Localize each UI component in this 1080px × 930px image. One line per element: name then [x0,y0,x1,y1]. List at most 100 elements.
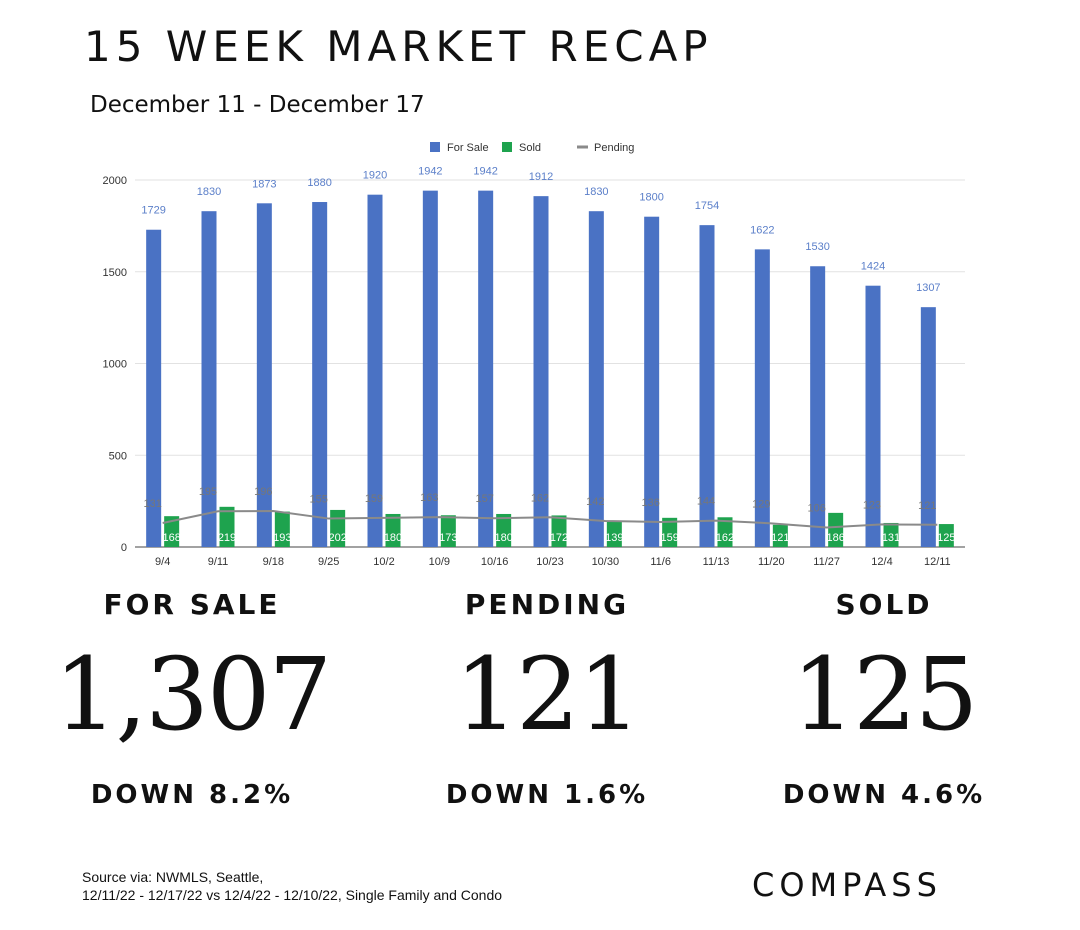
stat-change-sold: DOWN 4.6% [782,780,986,810]
data-label-for-sale: 1920 [363,170,387,182]
data-label-for-sale: 1307 [916,282,940,294]
bar-for-sale [533,196,549,547]
data-label-for-sale: 1880 [307,177,331,189]
data-label-sold: 180 [494,532,512,544]
bar-for-sale [367,194,383,547]
data-label-pending: 195 [199,486,217,498]
x-tick-label: 10/23 [536,556,564,568]
x-tick-label: 10/9 [429,556,450,568]
data-label-for-sale: 1800 [639,192,663,204]
bar-for-sale [256,203,272,547]
data-label-sold: 159 [660,532,678,544]
bar-for-sale [754,249,770,547]
bar-sold [551,515,567,547]
data-label-pending: 163 [420,492,438,504]
stat-label-for-sale: FOR SALE [103,588,281,621]
bar-sold [274,511,290,547]
compass-logo: COMPASS [752,866,942,904]
data-label-sold: 193 [273,532,291,544]
bar-sold [496,513,512,547]
x-tick-label: 11/27 [813,556,840,568]
bar-sold [606,521,622,547]
data-label-pending: 121 [918,500,936,512]
y-tick-label: 2000 [103,175,127,187]
legend-label-for-sale: For Sale [447,142,489,154]
stat-value-sold: 125 [791,636,979,753]
stat-value-for-sale: 1,307 [53,636,332,753]
data-label-for-sale: 1873 [252,178,276,190]
bar-for-sale [810,266,826,547]
y-tick-label: 0 [121,542,127,554]
x-tick-label: 11/13 [703,556,730,568]
stat-value-pending: 121 [454,636,642,753]
x-tick-label: 9/25 [318,556,339,568]
data-label-for-sale: 1530 [805,241,829,253]
x-tick-label: 10/16 [481,556,509,568]
x-tick-label: 12/4 [871,556,892,568]
bar-sold [662,517,678,547]
data-label-pending: 131 [143,498,161,510]
bar-sold [440,515,456,547]
data-label-for-sale: 1942 [473,166,497,178]
data-label-sold: 180 [384,532,402,544]
page-title: 15 WEEK MARKET RECAP [84,22,713,71]
x-tick-label: 9/18 [263,556,284,568]
data-label-sold: 125 [937,532,955,544]
bar-for-sale [588,211,604,547]
data-label-sold: 139 [605,532,623,544]
y-tick-label: 500 [109,450,127,462]
bar-for-sale [920,307,936,547]
legend-label-sold: Sold [519,142,541,154]
data-label-pending: 155 [309,494,327,506]
stat-label-sold: SOLD [835,588,933,621]
data-label-sold: 162 [716,532,734,544]
data-label-for-sale: 1622 [750,224,774,236]
market-chart: 0 500 1000 1500 2000 1729 168 9/4 1830 219 9/11 187… [103,142,965,568]
bar-sold [772,524,788,547]
data-label-sold: 219 [218,532,236,544]
data-label-for-sale: 1912 [529,171,553,183]
bar-for-sale [312,202,328,547]
data-label-pending: 142 [586,496,604,508]
data-label-sold: 186 [826,532,844,544]
bar-for-sale [201,211,217,547]
x-tick-label: 9/11 [208,556,229,568]
y-tick-label: 1000 [103,359,127,371]
line-pending [162,510,938,529]
x-tick-label: 9/4 [155,556,170,568]
data-label-pending: 136 [641,497,659,509]
stat-label-pending: PENDING [464,588,630,621]
x-tick-label: 11/6 [650,556,671,568]
bar-for-sale [644,216,660,547]
data-label-pending: 196 [254,486,272,498]
data-label-for-sale: 1942 [418,166,442,178]
bar-for-sale [422,190,438,547]
x-tick-label: 10/2 [373,556,394,568]
bar-for-sale [146,229,162,547]
bar-for-sale [478,190,494,547]
data-label-for-sale: 1830 [584,186,608,198]
bar-sold [883,522,899,547]
data-label-sold: 131 [882,532,900,544]
data-label-sold: 168 [162,532,180,544]
data-label-for-sale: 1830 [197,186,221,198]
bar-sold [164,516,180,547]
bar-sold [938,524,954,547]
bar-for-sale [699,225,715,547]
y-tick-label: 1500 [103,267,127,279]
legend-swatch-for-sale [430,142,440,152]
x-tick-label: 12/11 [924,556,951,568]
source-note: Source via: NWMLS, Seattle, 12/11/22 - 1… [82,868,502,904]
date-range-subtitle: December 11 - December 17 [90,92,425,118]
data-label-pending: 157 [475,493,493,505]
stat-change-pending: DOWN 1.6% [445,780,649,810]
data-label-sold: 172 [550,532,568,544]
data-label-sold: 202 [328,532,346,544]
data-label-for-sale: 1729 [141,205,165,217]
legend-swatch-sold [502,142,512,152]
data-label-for-sale: 1424 [861,261,885,273]
data-label-pending: 129 [752,498,770,510]
bar-sold [717,517,733,547]
data-label-pending: 106 [807,503,825,515]
data-label-sold: 121 [771,532,789,544]
